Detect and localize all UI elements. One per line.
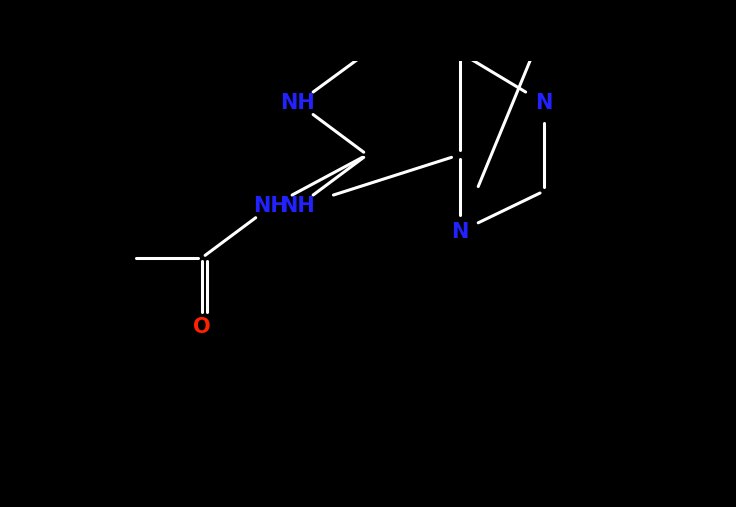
Text: N: N	[536, 93, 553, 113]
Text: NH: NH	[280, 196, 315, 216]
Text: O: O	[416, 0, 434, 3]
Text: NH: NH	[254, 196, 289, 216]
Text: NH: NH	[280, 93, 315, 113]
Text: N: N	[451, 222, 468, 242]
Text: O: O	[193, 317, 210, 337]
